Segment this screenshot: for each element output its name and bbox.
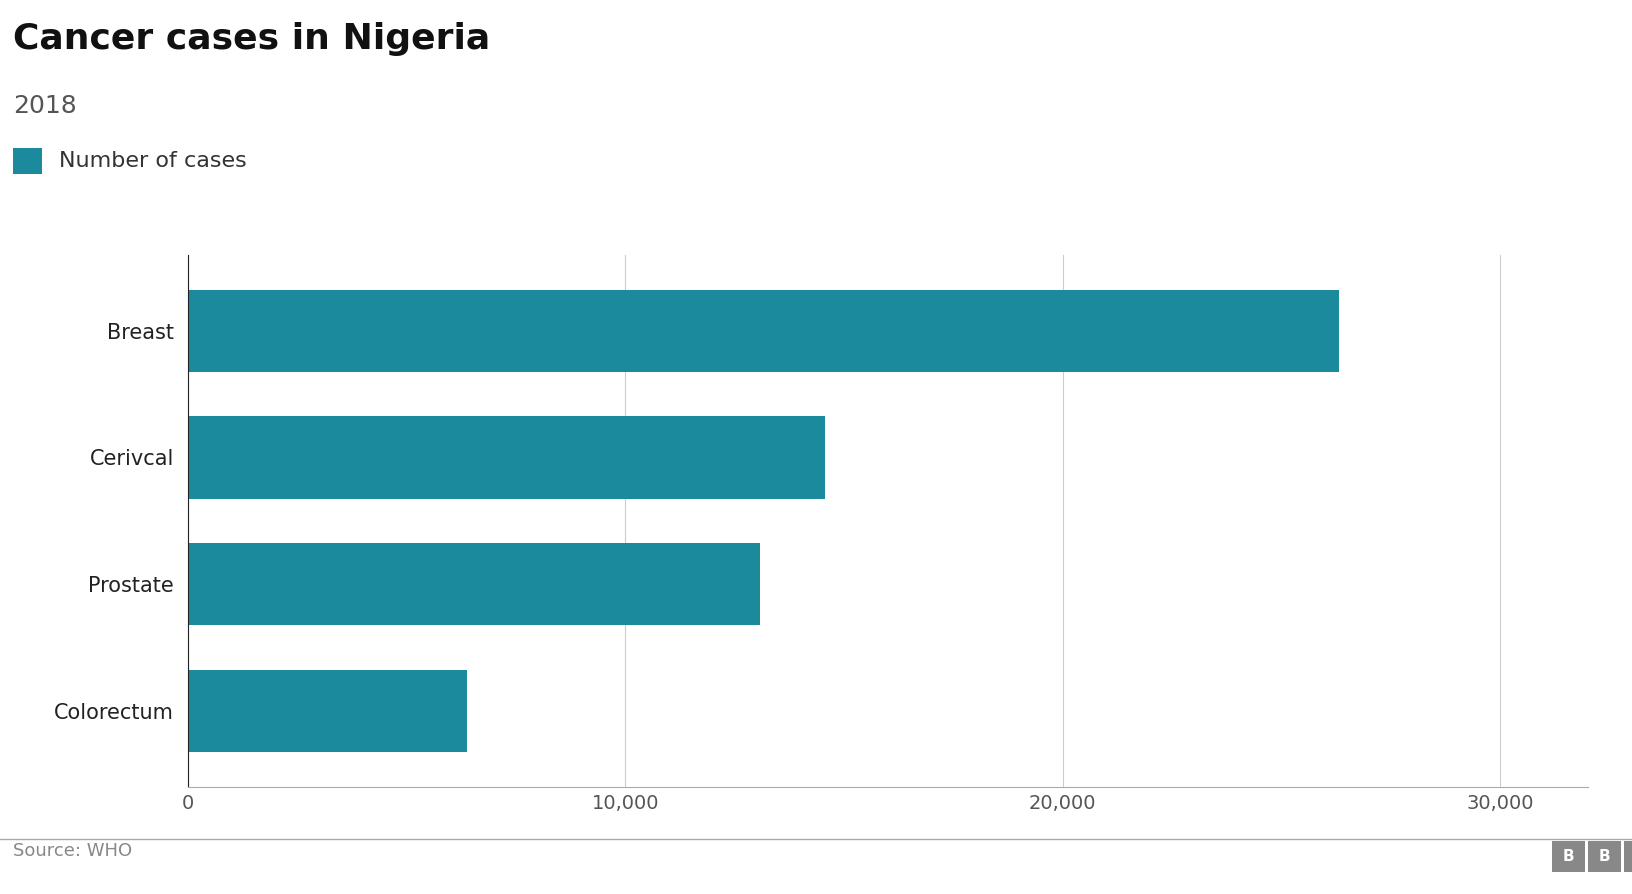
Bar (188, 670, 467, 752)
Text: 2018: 2018 (13, 94, 77, 118)
Bar (188, 543, 761, 625)
Text: B: B (1562, 849, 1575, 864)
Text: Number of cases: Number of cases (59, 151, 246, 171)
Text: Source: WHO: Source: WHO (13, 842, 132, 860)
Text: B: B (1598, 849, 1611, 864)
Text: Cancer cases in Nigeria: Cancer cases in Nigeria (13, 22, 490, 56)
Bar (188, 417, 824, 499)
Bar (188, 290, 1338, 372)
